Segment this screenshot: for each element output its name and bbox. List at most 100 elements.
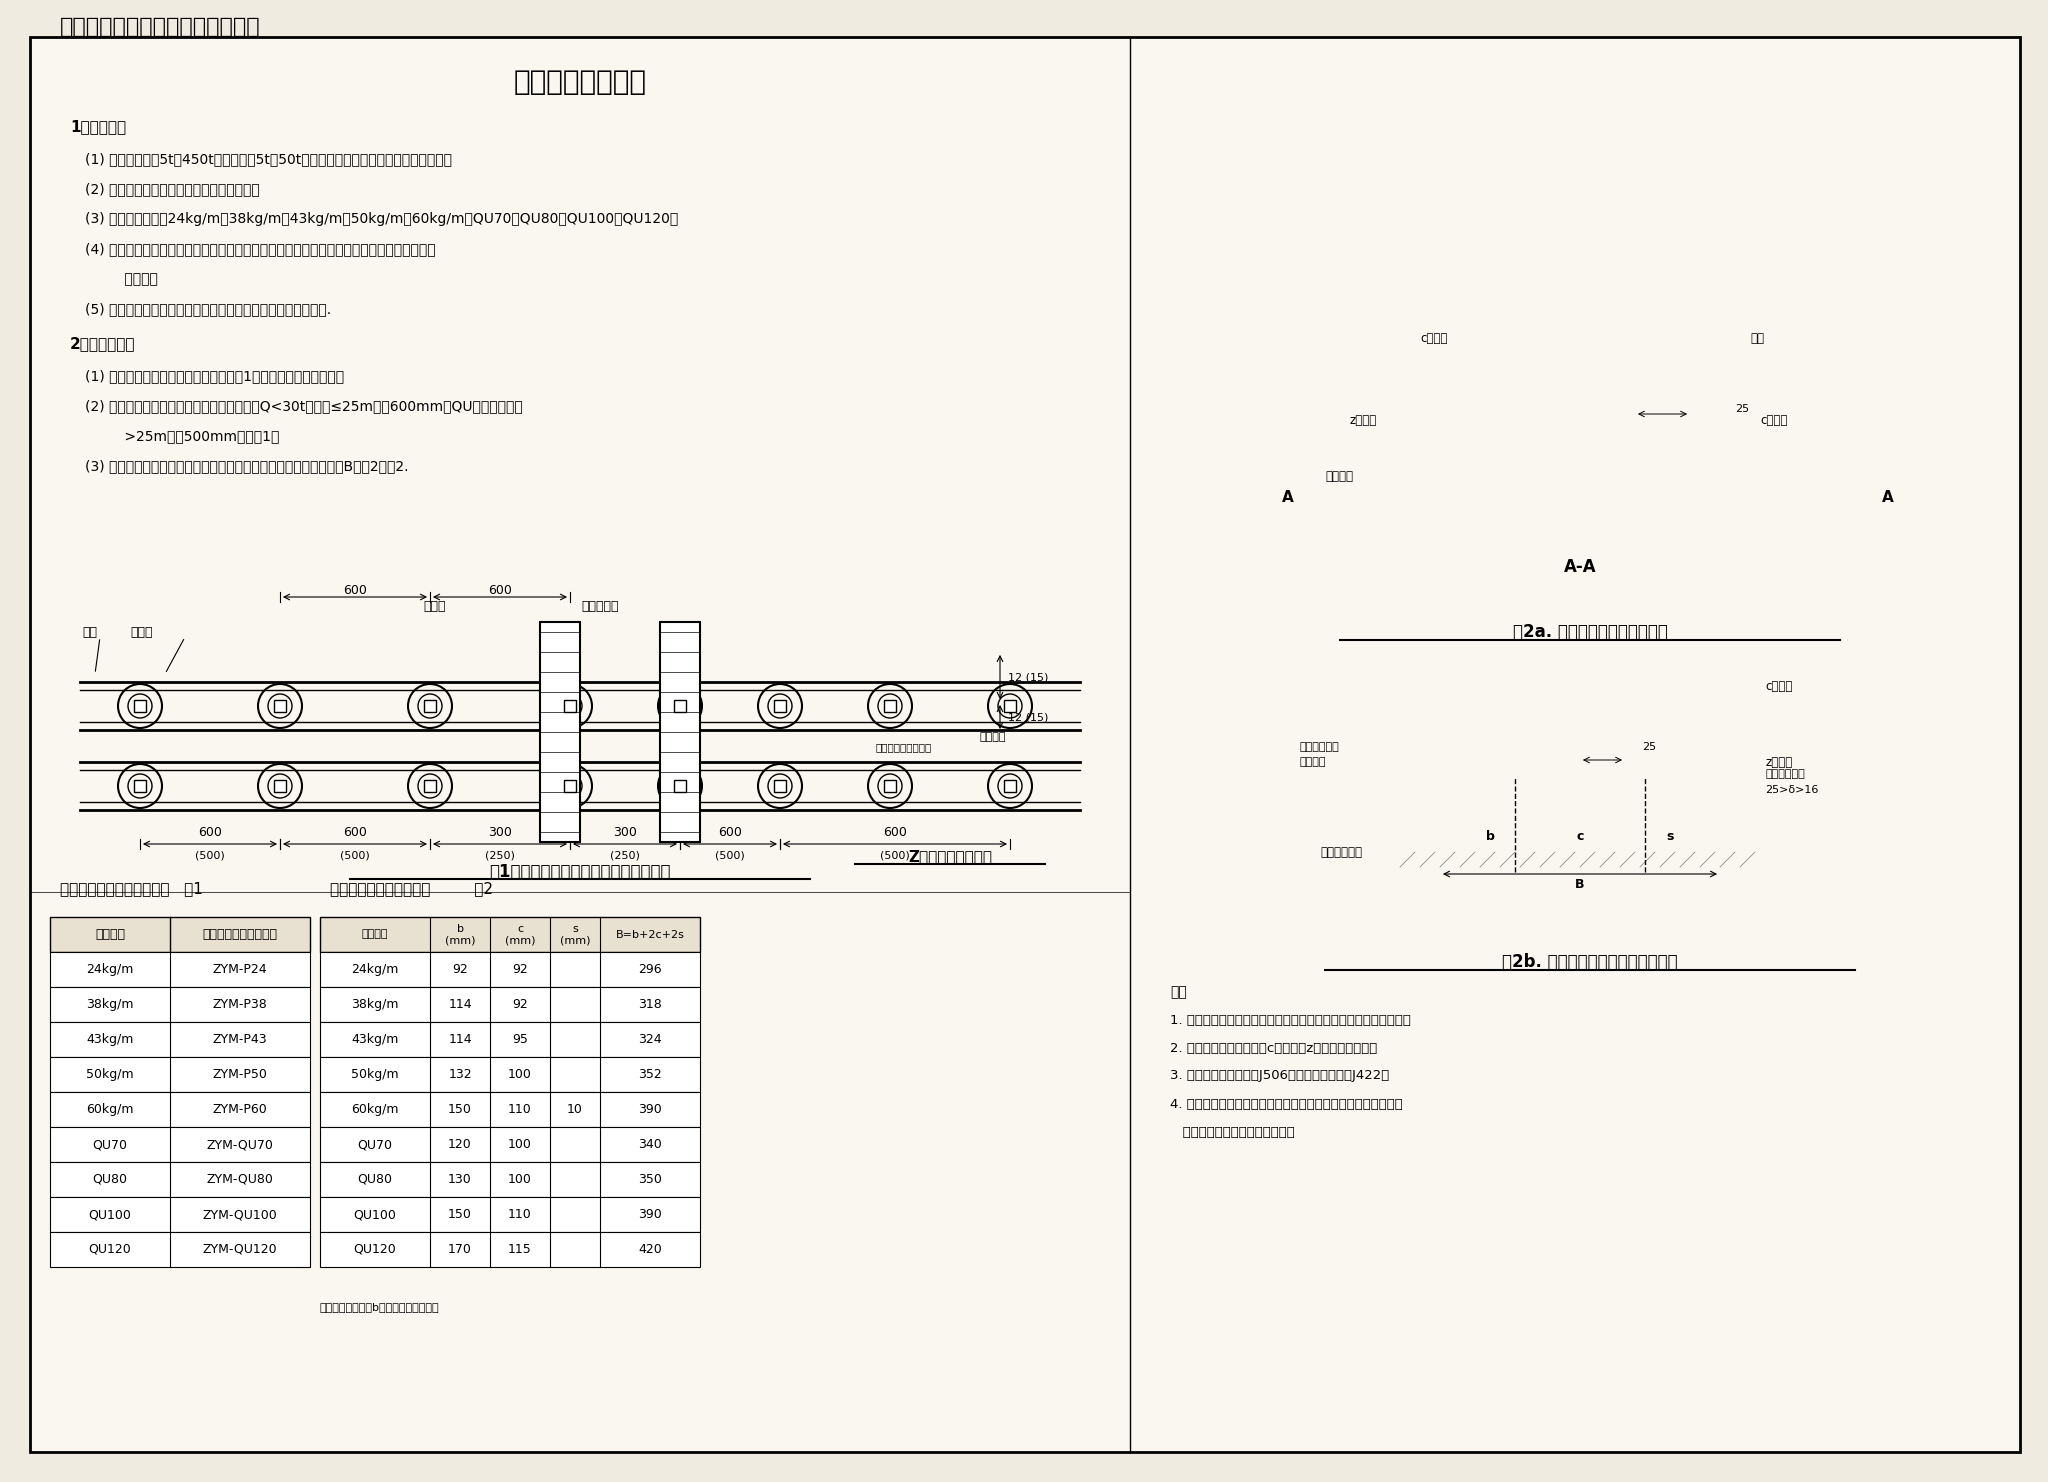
- Text: b: b: [1485, 830, 1495, 843]
- Text: QU70: QU70: [92, 1138, 127, 1152]
- Text: Z型扣件焊接示意图: Z型扣件焊接示意图: [907, 849, 991, 864]
- Text: A: A: [1882, 489, 1894, 504]
- Text: 吊车梁钢垫板: 吊车梁钢垫板: [1300, 742, 1339, 751]
- Bar: [899, 652, 940, 682]
- Text: 1、适用范围: 1、适用范围: [70, 120, 127, 135]
- Text: QU80: QU80: [92, 1172, 127, 1186]
- Bar: [1470, 411, 1491, 424]
- Text: ZYM-QU120: ZYM-QU120: [203, 1243, 276, 1257]
- Text: 2. 钢轨弹力紧固装置是由c型弹条与z型扣件组合成套。: 2. 钢轨弹力紧固装置是由c型弹条与z型扣件组合成套。: [1169, 1042, 1376, 1055]
- Bar: [319, 917, 700, 951]
- Text: 吊车梁: 吊车梁: [129, 625, 152, 639]
- Text: ZYM-P24: ZYM-P24: [213, 963, 268, 977]
- Bar: [1690, 411, 1710, 424]
- Text: QU120: QU120: [88, 1243, 131, 1257]
- Text: 350: 350: [639, 1172, 662, 1186]
- Text: 吊车梁钢垫板: 吊车梁钢垫板: [1765, 769, 1804, 780]
- Text: (2) 吊车工作制级别：中级、重级、特重级；: (2) 吊车工作制级别：中级、重级、特重级；: [86, 182, 260, 196]
- Bar: [774, 780, 786, 791]
- Bar: [274, 700, 287, 711]
- Text: （用于整载工作制）: （用于整载工作制）: [874, 742, 932, 751]
- Text: b
(mm): b (mm): [444, 923, 475, 946]
- Text: 92: 92: [512, 997, 528, 1011]
- Bar: [49, 1232, 309, 1267]
- Bar: [1509, 742, 1651, 762]
- Text: 100: 100: [508, 1172, 532, 1186]
- Bar: [674, 780, 686, 791]
- Bar: [424, 780, 436, 791]
- Text: 混凝土吊车梁: 混凝土吊车梁: [1321, 846, 1362, 858]
- Text: 10: 10: [567, 1103, 584, 1116]
- Bar: [1554, 682, 1606, 711]
- Text: z型扣件: z型扣件: [1765, 756, 1792, 769]
- Text: 150: 150: [449, 1208, 471, 1221]
- Bar: [563, 780, 575, 791]
- Text: 钢轨弹力紧固装置: 钢轨弹力紧固装置: [514, 68, 647, 96]
- Circle shape: [1509, 787, 1520, 797]
- Bar: [1481, 754, 1536, 772]
- Text: 50kg/m: 50kg/m: [350, 1069, 399, 1080]
- Text: 相关技术资料－钢轨弹力紧固装置: 相关技术资料－钢轨弹力紧固装置: [59, 16, 260, 37]
- Text: c: c: [1577, 830, 1583, 843]
- Bar: [1569, 708, 1591, 737]
- Text: 420: 420: [639, 1243, 662, 1257]
- Text: (500): (500): [881, 851, 909, 861]
- Text: 110: 110: [508, 1103, 532, 1116]
- Text: 600: 600: [487, 584, 512, 596]
- Text: (4) 吊车梁结构形式：钢吊车梁、混凝土吊车梁、地面运输设备的轨道及桥式、门式起重机个: (4) 吊车梁结构形式：钢吊车梁、混凝土吊车梁、地面运输设备的轨道及桥式、门式起…: [86, 242, 436, 256]
- Text: 轨道型号: 轨道型号: [362, 929, 389, 940]
- Text: 170: 170: [449, 1243, 471, 1257]
- Bar: [1520, 328, 1661, 353]
- Bar: [848, 691, 991, 702]
- Bar: [319, 1126, 700, 1162]
- Text: 110: 110: [508, 1208, 532, 1221]
- Text: ZYM-QU100: ZYM-QU100: [203, 1208, 276, 1221]
- Text: 300: 300: [612, 825, 637, 839]
- Bar: [1634, 408, 1690, 427]
- Bar: [1579, 379, 1602, 408]
- Bar: [49, 1092, 309, 1126]
- Text: QU100: QU100: [354, 1208, 397, 1221]
- Bar: [854, 704, 985, 732]
- Text: (2) 钢轨弹力紧固装置布置间距：建议起重量Q<30t或跨度≤25m时为600mm；QU型轨道或跨度: (2) 钢轨弹力紧固装置布置间距：建议起重量Q<30t或跨度≤25m时为600m…: [86, 399, 522, 413]
- Text: 24kg/m: 24kg/m: [86, 963, 133, 977]
- Bar: [49, 1126, 309, 1162]
- Text: 车轨道；: 车轨道；: [86, 273, 158, 286]
- Text: 钢吊车梁: 钢吊车梁: [1325, 470, 1354, 483]
- Text: 114: 114: [449, 1033, 471, 1046]
- Text: c型弹条: c型弹条: [1419, 332, 1448, 345]
- Text: z型扣件: z型扣件: [1350, 413, 1376, 427]
- Text: 340: 340: [639, 1138, 662, 1152]
- Text: 600: 600: [883, 825, 907, 839]
- Text: B: B: [1575, 877, 1585, 891]
- Bar: [674, 700, 686, 711]
- Text: 50kg/m: 50kg/m: [86, 1069, 133, 1080]
- Text: 25: 25: [1735, 405, 1749, 413]
- Text: 注：: 注：: [1169, 986, 1186, 999]
- Text: 296: 296: [639, 963, 662, 977]
- Text: 100: 100: [508, 1069, 532, 1080]
- Bar: [954, 677, 981, 692]
- Text: (500): (500): [715, 851, 745, 861]
- Bar: [49, 1197, 309, 1232]
- Text: QU100: QU100: [88, 1208, 131, 1221]
- Text: QU120: QU120: [354, 1243, 397, 1257]
- Text: 3. 焊条型号钢吊车梁为J506，混凝土吊车梁为J422。: 3. 焊条型号钢吊车梁为J506，混凝土吊车梁为J422。: [1169, 1070, 1389, 1082]
- Text: 钢轨与紧固装置型号配置表   表1: 钢轨与紧固装置型号配置表 表1: [59, 882, 203, 897]
- Text: 390: 390: [639, 1208, 662, 1221]
- Text: 2、选型及布置: 2、选型及布置: [70, 336, 135, 351]
- Text: ZYM-P43: ZYM-P43: [213, 1033, 268, 1046]
- Bar: [541, 622, 580, 842]
- Bar: [1409, 422, 1769, 471]
- Text: 1. 本页根据武汉钢实中亚科技发展有限公司提供的技术资料编制。: 1. 本页根据武汉钢实中亚科技发展有限公司提供的技术资料编制。: [1169, 1014, 1411, 1027]
- Bar: [319, 1232, 700, 1267]
- Text: QU80: QU80: [358, 1172, 393, 1186]
- Bar: [870, 732, 971, 757]
- Bar: [1004, 780, 1016, 791]
- Text: 图1．钢轨弹力紧固装置平面布置示意图: 图1．钢轨弹力紧固装置平面布置示意图: [489, 863, 672, 880]
- Text: 梁还应增加圆弧端部的点焊缝。: 梁还应增加圆弧端部的点焊缝。: [1169, 1125, 1294, 1138]
- Text: 25>δ>16: 25>δ>16: [1765, 785, 1819, 794]
- Bar: [1550, 405, 1630, 416]
- Bar: [659, 622, 700, 842]
- Text: 60kg/m: 60kg/m: [352, 1103, 399, 1116]
